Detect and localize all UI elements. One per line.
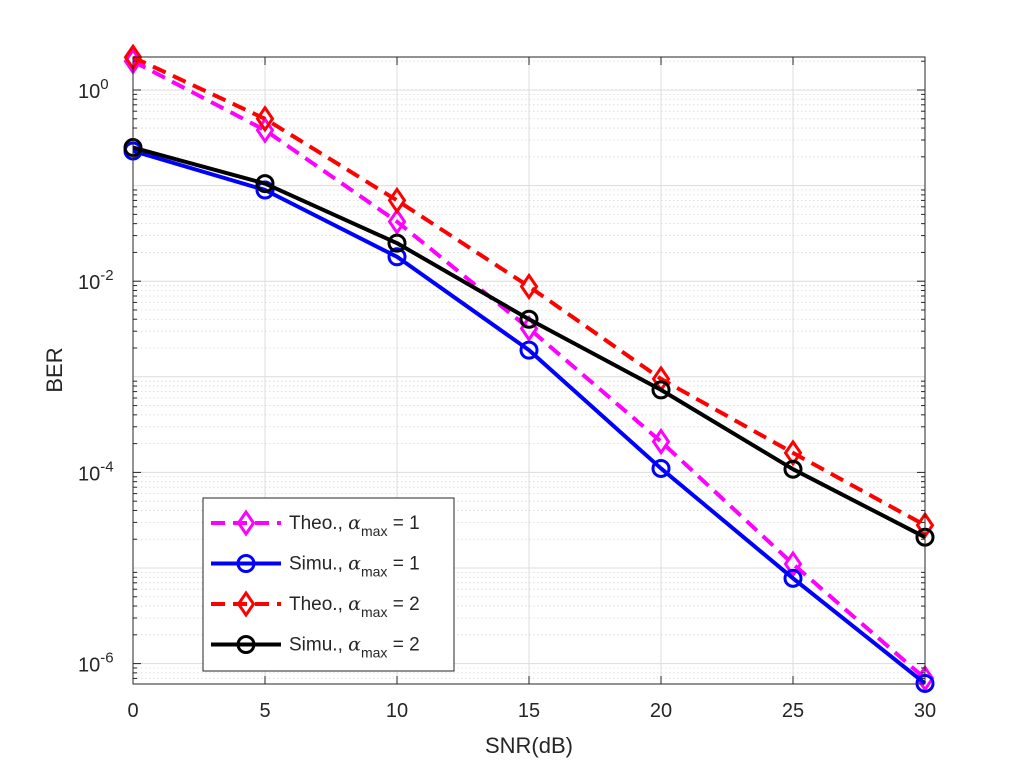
legend-label: Simu., αmax = 1 [289,553,420,580]
series-layer [123,43,935,693]
data-point [255,116,275,144]
legend-box [202,497,455,672]
x-tick-label: 30 [914,700,936,722]
data-point [651,427,671,456]
data-point [915,664,935,693]
axis-ticks: 0 5 10 15 20 25 30 100 10-2 10-4 10-6 [78,57,936,722]
data-point [255,105,275,133]
series-line [132,149,927,686]
x-tick-label: 5 [259,700,270,722]
legend: Theo., αmax = 1 Simu., αmax = 1 Theo., αma… [202,497,455,672]
legend-marker [236,635,256,654]
y-tick-label: 10-2 [78,267,114,294]
y-tick-label: 10-6 [78,650,114,677]
data-point [387,233,407,253]
data-point [651,380,671,400]
series-line [132,145,926,539]
x-tick-label: 25 [782,700,804,722]
x-tick-label: 15 [518,700,540,722]
data-point [783,459,803,479]
data-point [519,309,539,329]
legend-marker [236,554,256,573]
y-tick-label: 10-4 [78,458,114,485]
x-tick-label: 10 [386,700,408,722]
data-point [387,247,407,267]
data-point [387,186,407,215]
data-point [255,174,275,194]
data-point [519,272,539,301]
data-point [519,340,539,360]
data-point [387,207,407,236]
data-point [783,568,803,588]
y-tick-label: 100 [78,76,109,103]
legend-marker [236,590,256,618]
legend-item: Simu., αmax = 2 [211,634,420,661]
legend-item: Theo., αmax = 1 [211,509,420,539]
data-point [783,439,803,467]
data-point [783,550,803,578]
x-axis-label: SNR(dB) [485,733,573,758]
legend-label: Theo., αmax = 2 [289,593,420,620]
series-line [132,55,926,528]
legend-label: Simu., αmax = 2 [289,634,420,661]
legend-item: Simu., αmax = 1 [211,553,420,580]
x-tick-label: 20 [650,700,672,722]
y-axis-label: BER [42,347,67,392]
legend-label: Theo., αmax = 1 [289,512,420,539]
legend-item: Theo., αmax = 2 [211,590,420,620]
x-tick-label: 0 [127,700,138,722]
series-4 [123,138,935,547]
data-point [651,458,671,478]
legend-marker [236,509,256,537]
